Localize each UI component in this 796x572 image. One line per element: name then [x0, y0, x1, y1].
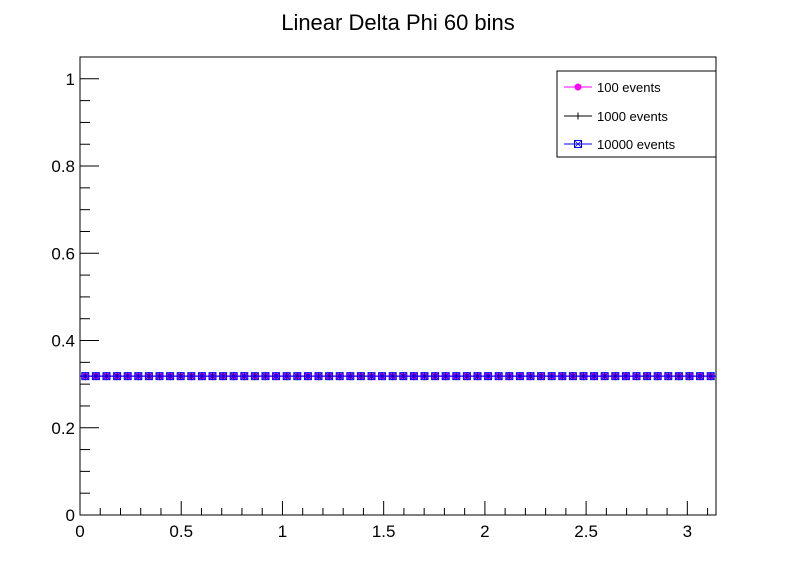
data-point: [388, 372, 397, 381]
data-series: [80, 372, 716, 381]
data-point: [674, 372, 683, 381]
data-point: [176, 372, 185, 381]
data-point: [144, 372, 153, 381]
data-point: [505, 372, 514, 381]
data-point: [399, 372, 408, 381]
y-tick-label: 0.6: [51, 244, 75, 263]
data-point: [81, 372, 90, 381]
data-point: [431, 372, 440, 381]
x-tick-label: 2: [480, 522, 489, 541]
legend-label: 1000 events: [597, 109, 668, 124]
data-point: [568, 372, 577, 381]
legend-item: 100 events: [564, 80, 661, 95]
data-point: [367, 372, 376, 381]
data-point: [632, 372, 641, 381]
data-point: [123, 372, 132, 381]
data-point: [91, 372, 100, 381]
data-point: [600, 372, 609, 381]
data-point: [494, 372, 503, 381]
data-point: [621, 372, 630, 381]
data-point: [515, 372, 524, 381]
data-point: [229, 372, 238, 381]
legend-label: 100 events: [597, 80, 661, 95]
x-tick-label: 1: [278, 522, 287, 541]
data-point: [219, 372, 228, 381]
data-point: [643, 372, 652, 381]
data-point: [303, 372, 312, 381]
data-point: [261, 372, 270, 381]
data-point: [473, 372, 482, 381]
y-tick-label: 0.4: [51, 332, 75, 351]
data-point: [452, 372, 461, 381]
data-point: [462, 372, 471, 381]
data-point: [208, 372, 217, 381]
data-point: [579, 372, 588, 381]
data-point: [240, 372, 249, 381]
data-point: [356, 372, 365, 381]
data-point: [484, 372, 493, 381]
data-point: [113, 372, 122, 381]
data-point: [134, 372, 143, 381]
data-point: [537, 372, 546, 381]
data-point: [420, 372, 429, 381]
y-tick-label: 0.8: [51, 157, 75, 176]
series-10000-events: [80, 372, 716, 381]
data-point: [653, 372, 662, 381]
x-tick-label: 2.5: [574, 522, 598, 541]
data-point: [696, 372, 705, 381]
legend: 100 events 1000 events 10000 events: [556, 70, 717, 158]
data-point: [526, 372, 535, 381]
data-point: [197, 372, 206, 381]
data-point: [166, 372, 175, 381]
data-point: [547, 372, 556, 381]
chart-title: Linear Delta Phi 60 bins: [281, 10, 515, 35]
data-point: [574, 83, 582, 91]
data-point: [272, 372, 281, 381]
legend-item: 10000 events: [564, 137, 676, 152]
data-point: [346, 372, 355, 381]
legend-label: 10000 events: [597, 137, 676, 152]
axes: 0 0.5 1 1.5 2 2.5 3 0 0.2 0.4 0.6 0.8 1: [51, 56, 709, 541]
data-point: [378, 372, 387, 381]
data-point: [102, 372, 111, 381]
legend-box: [556, 70, 717, 158]
data-point: [611, 372, 620, 381]
data-point: [685, 372, 694, 381]
data-point: [155, 372, 164, 381]
data-point: [293, 372, 302, 381]
data-point: [558, 372, 567, 381]
plot-frame: [79, 56, 717, 516]
data-point: [314, 372, 323, 381]
y-tick-label: 0.2: [51, 419, 75, 438]
data-point: [325, 372, 334, 381]
data-point: [441, 372, 450, 381]
legend-item: 1000 events: [564, 109, 668, 124]
x-tick-label: 0.5: [169, 522, 193, 541]
data-point: [706, 372, 715, 381]
data-point: [590, 372, 599, 381]
data-point: [409, 372, 418, 381]
data-point: [335, 372, 344, 381]
data-point: [187, 372, 196, 381]
y-tick-label: 1: [66, 70, 75, 89]
data-point: [664, 372, 673, 381]
data-point: [282, 372, 291, 381]
x-tick-label: 0: [75, 522, 84, 541]
x-tick-label: 1.5: [372, 522, 396, 541]
data-point: [250, 372, 259, 381]
y-tick-label: 0: [66, 506, 75, 525]
data-point: [574, 140, 582, 148]
x-tick-label: 3: [683, 522, 692, 541]
